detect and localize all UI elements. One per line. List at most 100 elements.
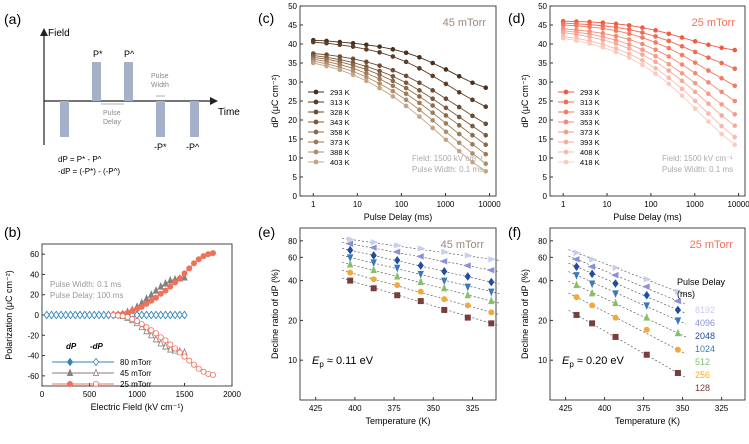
data-point xyxy=(394,271,401,280)
data-point xyxy=(377,76,382,82)
data-point xyxy=(143,310,150,320)
x-tick-label: 325 xyxy=(466,404,480,413)
x-axis-label: Electric Field (kV cm⁻¹) xyxy=(91,402,184,412)
data-point xyxy=(337,67,343,73)
y-tick-label: 10 xyxy=(288,356,297,365)
chart-decline-ratio-25mtorr: 425 400 375 350 325 10 20 40 60 80 Temperature (K)… xyxy=(520,227,746,426)
y-tick-label: -40 xyxy=(27,352,39,361)
y-tick-label: 20 xyxy=(30,291,39,300)
data-point xyxy=(587,34,592,40)
data-point xyxy=(692,60,698,65)
data-point xyxy=(732,98,738,104)
data-point xyxy=(346,259,354,268)
data-point xyxy=(626,27,632,32)
data-point xyxy=(167,310,174,320)
data-point xyxy=(430,73,435,79)
x-axis-label: Temperature (K) xyxy=(365,416,430,426)
data-point xyxy=(719,123,724,129)
data-point xyxy=(195,256,202,263)
fit-line xyxy=(342,277,500,327)
data-point xyxy=(403,73,409,79)
y-tick-label: 10 xyxy=(538,356,547,365)
data-point xyxy=(53,310,60,320)
data-point xyxy=(441,283,448,292)
data-point xyxy=(390,47,396,52)
data-point xyxy=(692,98,698,104)
data-point xyxy=(417,270,424,279)
legend-subtitle: (ms) xyxy=(677,289,695,299)
data-point xyxy=(732,134,738,140)
data-point xyxy=(392,248,401,256)
data-point xyxy=(643,290,650,300)
data-point xyxy=(364,78,369,84)
data-point xyxy=(587,24,592,30)
legend-marker xyxy=(563,159,569,165)
y-tick-label: 25 xyxy=(538,97,547,106)
panel-label-a: (a) xyxy=(4,11,21,27)
data-point xyxy=(377,72,382,78)
data-point xyxy=(464,290,471,299)
data-point xyxy=(610,271,619,279)
data-point xyxy=(732,47,738,53)
data-point xyxy=(719,131,724,137)
data-point xyxy=(369,244,377,251)
data-point xyxy=(167,341,174,348)
y-tick-label: 0 xyxy=(543,192,548,201)
data-point xyxy=(692,106,698,111)
data-point xyxy=(119,313,126,320)
data-point xyxy=(430,110,435,116)
data-point xyxy=(350,72,356,78)
panel-label-b: (b) xyxy=(4,224,21,240)
legend-label: 4096 xyxy=(695,318,715,328)
x-tick-label: 350 xyxy=(427,404,441,413)
data-point xyxy=(394,282,401,289)
data-point xyxy=(719,60,724,66)
pulse-schematic: (a) Field Time P* P^ -P* -P^ Pulse Delay… xyxy=(4,11,240,176)
data-point xyxy=(456,140,462,146)
legend-label: 8192 xyxy=(695,305,715,315)
data-point xyxy=(205,370,212,377)
data-point xyxy=(692,39,698,44)
data-point xyxy=(692,70,698,76)
legend-label: 388 K xyxy=(330,148,350,157)
label-p-hat: P^ xyxy=(124,49,135,59)
data-point xyxy=(719,75,724,81)
data-point xyxy=(310,39,316,45)
data-point xyxy=(674,317,682,326)
x-tick-label: 425 xyxy=(559,404,573,413)
legend-marker xyxy=(313,159,319,165)
data-point xyxy=(390,78,396,84)
data-point xyxy=(390,88,396,94)
series-line xyxy=(313,58,487,155)
data-point xyxy=(324,63,329,69)
x-tick-label: 400 xyxy=(598,404,612,413)
data-point xyxy=(653,40,658,45)
data-point xyxy=(430,103,435,108)
data-point xyxy=(350,44,356,49)
plot-frame xyxy=(549,227,746,401)
data-point xyxy=(589,302,596,309)
data-point xyxy=(105,310,112,320)
data-point xyxy=(613,33,619,39)
data-point xyxy=(653,53,658,59)
x-tick-label: 2000 xyxy=(223,390,241,399)
legend-marker xyxy=(66,357,74,367)
data-point xyxy=(679,43,685,49)
legend-label: 293 K xyxy=(330,88,350,97)
y-tick-label: 60 xyxy=(30,250,39,259)
data-point xyxy=(732,123,738,128)
x-tick-label: 1 xyxy=(561,200,566,209)
legend-marker xyxy=(563,139,569,145)
pulse-delay-label-2: Delay xyxy=(103,119,121,126)
data-point xyxy=(370,251,377,260)
legend-label: 25 mTorr xyxy=(120,380,152,389)
data-point xyxy=(417,114,422,119)
data-point xyxy=(719,89,724,95)
data-point xyxy=(732,112,738,117)
data-point xyxy=(643,312,650,321)
x-tick-label: 10 xyxy=(353,200,362,209)
data-point xyxy=(589,320,596,327)
data-point xyxy=(171,310,179,320)
data-point xyxy=(441,306,448,313)
annotation: Pulse Width: 0.1 ms xyxy=(412,165,483,174)
